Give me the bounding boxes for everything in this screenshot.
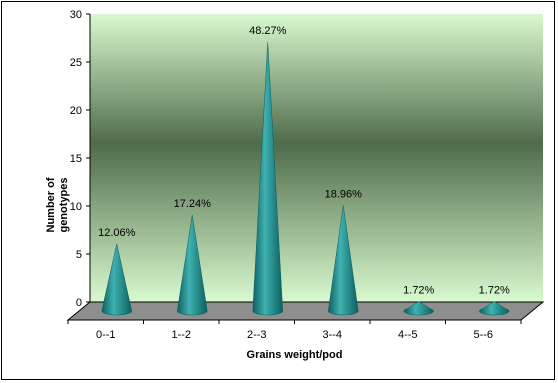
cone-body xyxy=(327,205,359,316)
x-tick-label: 2--3 xyxy=(247,329,267,341)
y-tick-label: 5 xyxy=(76,249,82,261)
x-tick-label: 4--5 xyxy=(398,329,418,341)
y-axis-title: Number ofgenotypes xyxy=(45,177,70,232)
cone-bar xyxy=(176,214,208,316)
cone-bar xyxy=(252,42,284,316)
y-axis-title-line: genotypes xyxy=(58,177,70,232)
data-label: 18.96% xyxy=(325,188,363,200)
cone-bar xyxy=(327,205,359,316)
y-axis-title-line: Number of xyxy=(45,177,57,232)
y-tick-label: 0 xyxy=(76,297,82,309)
chart-floor xyxy=(66,301,545,321)
data-label: 17.24% xyxy=(174,198,212,210)
y-tick-label: 10 xyxy=(70,201,82,213)
cone-body xyxy=(252,42,284,316)
y-tick-label: 30 xyxy=(70,9,82,21)
cone-bar xyxy=(403,301,435,316)
data-label: 48.27% xyxy=(249,25,287,37)
cone-bar xyxy=(478,301,510,316)
data-label: 12.06% xyxy=(98,227,136,239)
data-label: 1.72% xyxy=(479,284,510,296)
x-tick-label: 3--4 xyxy=(322,329,342,341)
x-tick-label: 5--6 xyxy=(473,329,493,341)
cone-bars xyxy=(101,42,510,316)
chart-back-wall xyxy=(90,14,543,302)
y-axis-ticks: 0 5 10 15 20 25 30 xyxy=(70,9,90,309)
x-axis-title: Grains weight/pod xyxy=(247,349,343,361)
x-tick-label: 1--2 xyxy=(171,329,191,341)
cone-body xyxy=(176,214,208,316)
x-axis-ticks: 0--1 1--2 2--3 3--4 4--5 5--6 xyxy=(67,320,522,341)
y-tick-label: 25 xyxy=(70,57,82,69)
y-tick-label: 20 xyxy=(70,105,82,117)
data-label: 1.72% xyxy=(403,284,434,296)
x-tick-label: 0--1 xyxy=(96,329,116,341)
cone-body xyxy=(101,243,133,316)
cone-body xyxy=(478,301,510,316)
cone-bar xyxy=(101,243,133,316)
cone-body xyxy=(403,301,435,316)
y-tick-label: 15 xyxy=(70,153,82,165)
data-labels: 12.06% 17.24% 48.27% 18.96% 1.72% 1.72% xyxy=(98,25,510,296)
